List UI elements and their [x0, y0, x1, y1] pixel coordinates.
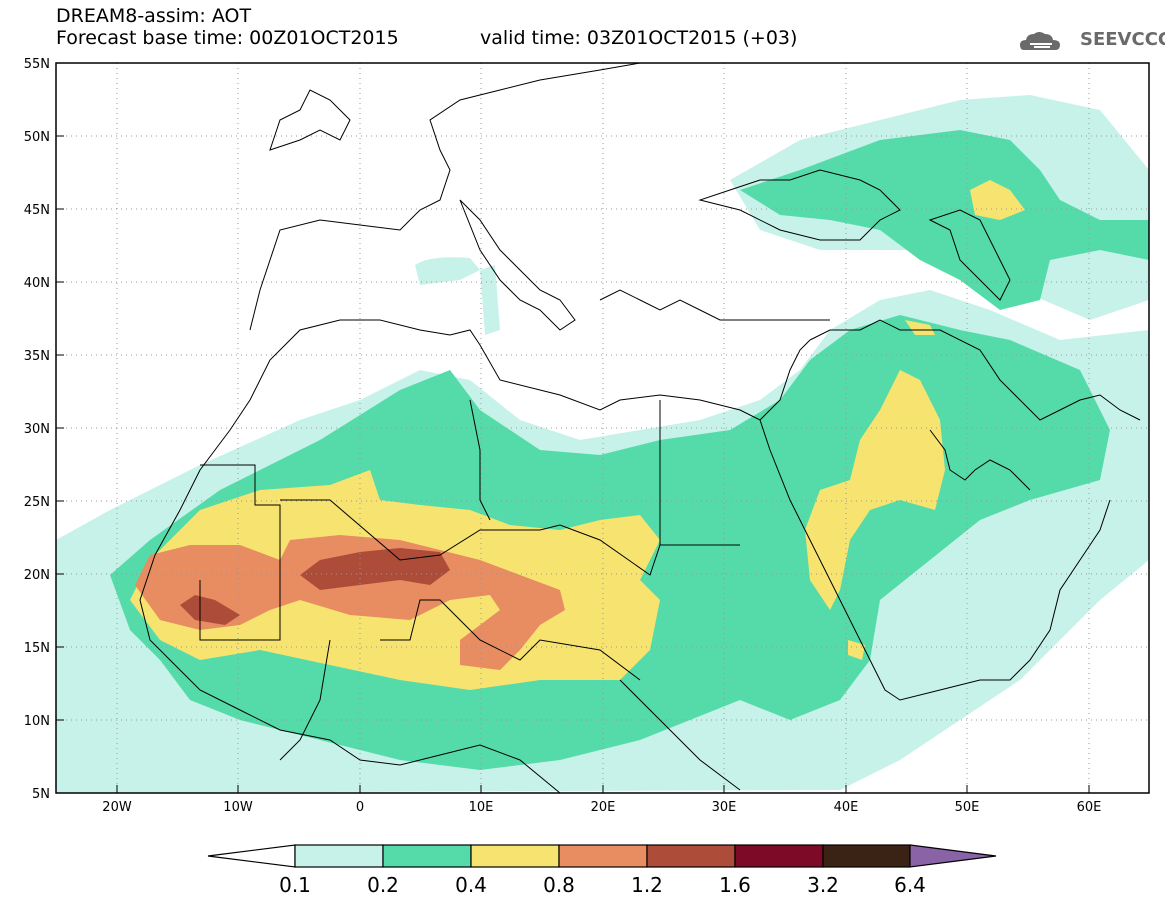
lon-label: 30E: [712, 800, 737, 815]
lon-label: 20W: [102, 800, 132, 815]
colorbar-swatch: [558, 844, 648, 868]
lon-label: 20E: [591, 800, 616, 815]
lat-label: 50N: [24, 130, 50, 145]
lat-label: 15N: [24, 641, 50, 656]
lat-label: 25N: [24, 495, 50, 510]
lon-label: 0: [356, 800, 364, 815]
gridlines: [56, 63, 1149, 793]
colorbar-swatch: [646, 844, 736, 868]
colorbar-swatch: [909, 844, 997, 868]
map-title: DREAM8-assim: AOT: [56, 5, 252, 27]
colorbar-label: 1.2: [631, 873, 663, 897]
lat-label: 10N: [24, 714, 50, 729]
axis-ticks: [56, 135, 1090, 793]
lat-label: 30N: [24, 422, 50, 437]
colorbar-swatch: [822, 844, 911, 868]
lon-label: 40E: [834, 800, 859, 815]
cloud-logo-icon: [1020, 32, 1060, 50]
colorbar-label: 0.4: [455, 873, 487, 897]
logo-text: SEEVCCC: [1080, 29, 1165, 50]
lon-label: 60E: [1077, 800, 1102, 815]
colorbar-label: 6.4: [894, 873, 926, 897]
forecast-base-time: Forecast base time: 00Z01OCT2015: [56, 27, 399, 49]
colorbar-label: 0.1: [279, 873, 311, 897]
colorbar-label: 3.2: [807, 873, 839, 897]
colorbar-swatch: [207, 844, 296, 868]
lat-label: 40N: [24, 276, 50, 291]
coastlines-borders: [139, 63, 1141, 793]
lat-label: 20N: [24, 568, 50, 583]
colorbar: [207, 844, 997, 868]
lon-label: 10E: [469, 800, 494, 815]
colorbar-swatch: [294, 844, 384, 868]
colorbar-label: 0.8: [543, 873, 575, 897]
lat-label: 5N: [32, 787, 50, 802]
lat-label: 35N: [24, 349, 50, 364]
colorbar-swatch: [382, 844, 472, 868]
colorbar-swatch: [470, 844, 560, 868]
lat-label: 55N: [24, 57, 50, 72]
lon-label: 50E: [955, 800, 980, 815]
colorbar-label: 0.2: [367, 873, 399, 897]
valid-time: valid time: 03Z01OCT2015 (+03): [480, 27, 798, 49]
lat-label: 45N: [24, 203, 50, 218]
colorbar-swatch: [734, 844, 824, 868]
lon-label: 10W: [223, 800, 253, 815]
colorbar-label: 1.6: [719, 873, 751, 897]
